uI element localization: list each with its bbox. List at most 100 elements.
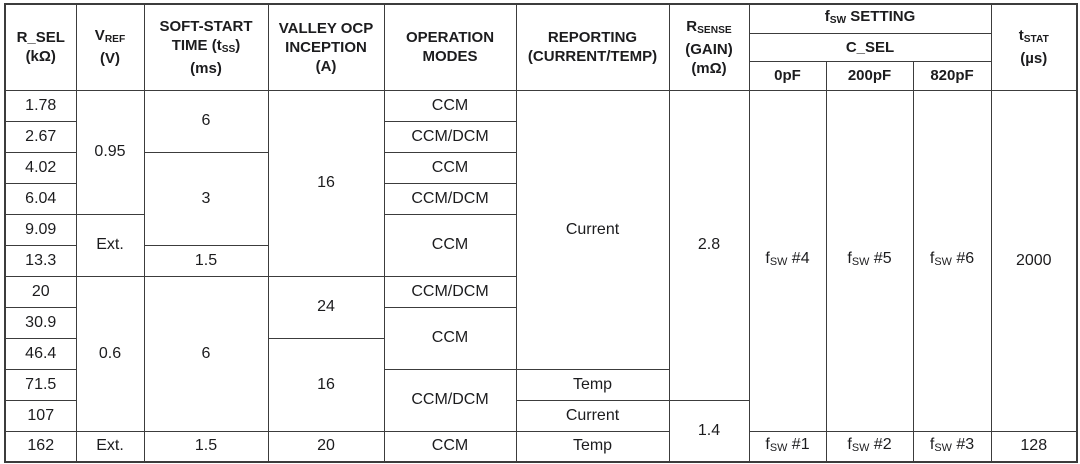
reporting-value: Current (515, 89, 670, 370)
r-sel-value: 162 (4, 430, 77, 463)
header-soft-start-line2: TIME (tSS) (171, 36, 241, 55)
header-v-ref-unit: (V) (100, 50, 120, 68)
fsw-subscript: SW (829, 15, 847, 27)
header-reporting: REPORTING (CURRENT/TEMP) (515, 3, 670, 91)
r-sel-value: 107 (4, 399, 77, 432)
table-row: 4.02 3 CCM (4, 151, 1077, 246)
soft-start-value: 3 (143, 151, 269, 246)
operation-mode-value: CCM/DCM (383, 368, 517, 432)
header-soft-start-unit: (ms) (190, 59, 222, 77)
fsw-value: fSW #3 (912, 430, 992, 463)
r-sel-value: 30.9 (4, 306, 77, 339)
r-sense-subscript: SENSE (697, 24, 732, 36)
valley-ocp-value: 24 (267, 275, 385, 339)
header-t-stat: tSTAT (µs) (990, 3, 1078, 91)
valley-ocp-value: 16 (267, 89, 385, 277)
table-header: R_SEL (kΩ) VREF (V) SOFT-START TIME (tSS… (4, 3, 1078, 91)
reporting-value: Current (515, 399, 670, 432)
valley-ocp-value: 16 (267, 337, 385, 432)
table-row: 2.67 CCM/DCM (4, 120, 1077, 153)
header-t-stat-symbol: tSTAT (1018, 27, 1049, 46)
reporting-value: Temp (515, 368, 670, 401)
table-row: 1.78 0.95 6 16 CCM Current 2.8 fSW #4 fS… (4, 89, 1078, 432)
operation-mode-value: CCM/DCM (383, 182, 517, 215)
header-operation-modes: OPERATION MODES (383, 3, 517, 91)
header-c-sel-200pf: 200pF (825, 60, 914, 91)
header-r-sel-line1: R_SEL (16, 29, 65, 47)
v-ref-value: Ext. (75, 213, 145, 277)
v-ref-value: 0.6 (75, 275, 145, 432)
r-sel-value: 13.3 (4, 244, 77, 277)
soft-start-value: 1.5 (143, 430, 269, 463)
header-valley-ocp-line1: VALLEY OCP (278, 19, 374, 37)
table-row: 13.3 1.5 (4, 244, 1077, 277)
header-operation-modes-line2: MODES (422, 48, 478, 66)
r-sel-value: 4.02 (4, 151, 77, 184)
header-r-sense-symbol: RSENSE (686, 17, 732, 36)
v-ref-value: 0.95 (75, 89, 145, 215)
table-row: 71.5 CCM/DCM Temp (4, 368, 1077, 432)
operation-mode-value: CCM (383, 213, 517, 277)
fsw-subscript: SW (934, 441, 952, 454)
header-soft-start: SOFT-START TIME (tSS) (ms) (143, 3, 269, 91)
header-reporting-line1: REPORTING (547, 29, 638, 47)
configuration-table: R_SEL (kΩ) VREF (V) SOFT-START TIME (tSS… (4, 3, 1079, 463)
header-r-sel: R_SEL (kΩ) (4, 3, 77, 91)
r-sel-value: 6.04 (4, 182, 77, 215)
header-valley-ocp: VALLEY OCP INCEPTION (A) (267, 3, 385, 91)
header-valley-ocp-line2: INCEPTION (285, 38, 367, 56)
header-v-ref-symbol: VREF (94, 27, 126, 46)
r-sel-value: 20 (4, 275, 77, 308)
operation-mode-value: CCM/DCM (383, 275, 517, 308)
operation-mode-value: CCM/DCM (383, 120, 517, 153)
fsw-value: fSW #6 (912, 89, 992, 432)
valley-ocp-value: 20 (267, 430, 385, 463)
header-soft-start-line1: SOFT-START (159, 17, 253, 35)
operation-mode-value: CCM (383, 89, 517, 122)
v-ref-subscript: REF (104, 34, 126, 46)
header-c-sel-0pf: 0pF (748, 60, 827, 91)
r-sel-value: 9.09 (4, 213, 77, 246)
tss-subscript: SS (221, 43, 236, 55)
t-stat-value: 128 (990, 430, 1078, 463)
fsw-subscript: SW (769, 255, 788, 268)
header-v-ref: VREF (V) (75, 3, 145, 91)
fsw-value: fSW #2 (825, 430, 914, 463)
header-fsw-setting: fSW SETTING (748, 3, 992, 34)
reporting-value: Temp (515, 430, 670, 463)
r-sel-value: 46.4 (4, 337, 77, 370)
fsw-subscript: SW (769, 441, 788, 454)
fsw-value: fSW #1 (748, 430, 827, 463)
header-r-sel-unit: (kΩ) (25, 48, 56, 66)
t-stat-subscript: STAT (1023, 34, 1049, 46)
header-c-sel-820pf: 820pF (912, 60, 992, 91)
table-row: 6.04 CCM/DCM (4, 182, 1077, 215)
header-valley-ocp-unit: (A) (315, 57, 337, 75)
r-sel-value: 1.78 (4, 89, 77, 122)
header-c-sel: C_SEL (748, 32, 992, 62)
header-r-sense-unit: (mΩ) (691, 59, 727, 77)
r-sense-value: 1.4 (668, 399, 750, 463)
operation-mode-value: CCM (383, 306, 517, 370)
r-sense-value: 2.8 (668, 89, 750, 401)
r-sel-value: 2.67 (4, 120, 77, 153)
fsw-value: fSW #4 (748, 89, 827, 432)
table-row: 46.4 16 (4, 337, 1077, 432)
table-body: 1.78 0.95 6 16 CCM Current 2.8 fSW #4 fS… (4, 89, 1078, 463)
fsw-value: fSW #5 (825, 89, 914, 432)
t-stat-value: 2000 (990, 89, 1078, 432)
header-r-sense-gain: (GAIN) (685, 40, 733, 58)
header-r-sense: RSENSE (GAIN) (mΩ) (668, 3, 750, 91)
header-reporting-line2: (CURRENT/TEMP) (527, 48, 658, 66)
header-t-stat-unit: (µs) (1020, 50, 1048, 68)
table-row: 162 Ext. 1.5 20 CCM Temp fSW #1 fSW #2 f… (4, 430, 1078, 463)
table-row: 30.9 CCM (4, 306, 1077, 370)
operation-mode-value: CCM (383, 151, 517, 184)
fsw-subscript: SW (851, 441, 870, 454)
r-sel-value: 71.5 (4, 368, 77, 401)
operation-mode-value: CCM (383, 430, 517, 463)
soft-start-value: 6 (143, 275, 269, 432)
soft-start-value: 1.5 (143, 244, 269, 277)
header-operation-modes-line1: OPERATION (405, 29, 495, 47)
